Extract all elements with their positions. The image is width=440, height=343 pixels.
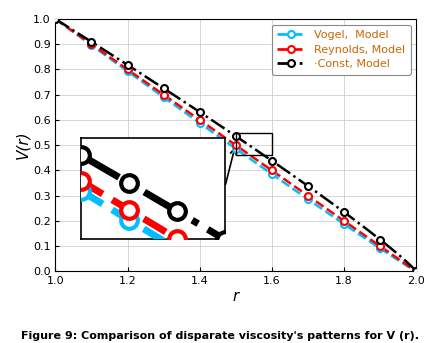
X-axis label: r: r	[233, 289, 239, 304]
Text: Figure 9: Comparison of disparate viscosity's patterns for V (r).: Figure 9: Comparison of disparate viscos…	[21, 331, 419, 341]
Y-axis label: V(r): V(r)	[15, 131, 30, 159]
Legend: Vogel,  Model, Reynolds, Model, ·Const, Model: Vogel, Model, Reynolds, Model, ·Const, M…	[271, 25, 411, 74]
Bar	[236, 132, 272, 155]
